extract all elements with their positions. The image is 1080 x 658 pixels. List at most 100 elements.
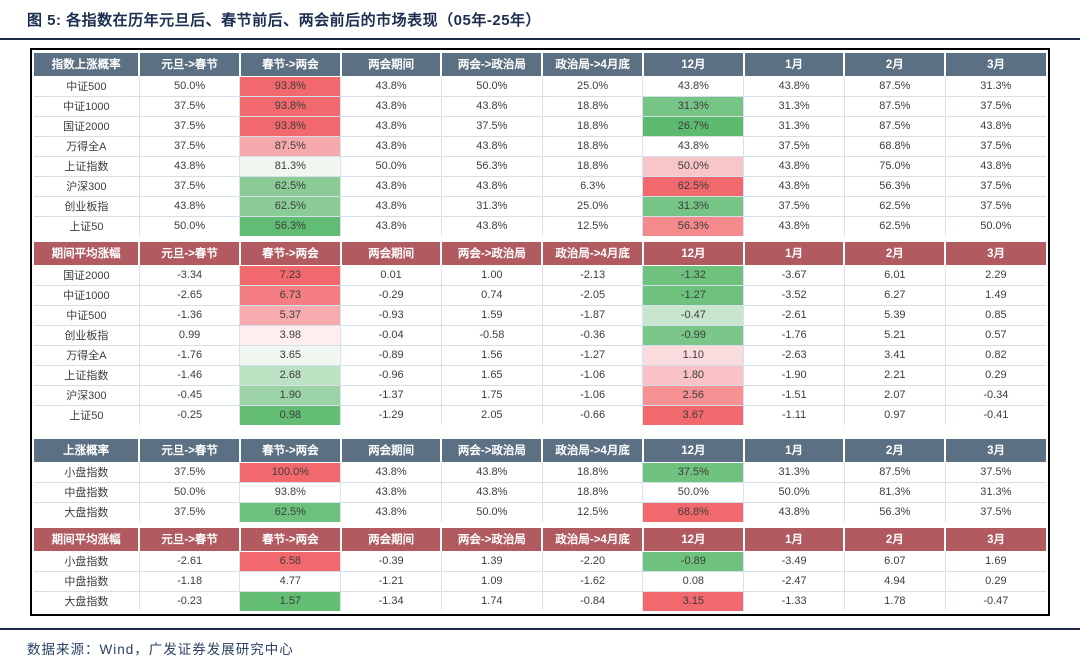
- cell: 87.5%: [843, 462, 946, 483]
- cell: 43.8%: [642, 76, 744, 97]
- cell: 37.5%: [138, 502, 240, 522]
- cell: 43.8%: [743, 156, 845, 177]
- cell: 56.3%: [440, 156, 543, 177]
- column-header: 元旦->春节: [138, 439, 240, 463]
- row-label: 小盘指数: [34, 551, 140, 572]
- cell: 5.37: [239, 305, 341, 326]
- cell: 1.90: [239, 385, 341, 406]
- cell: -0.23: [138, 591, 240, 611]
- cell: 43.8%: [340, 176, 442, 197]
- cell: -0.39: [340, 551, 442, 572]
- column-header: 两会->政治局: [440, 439, 543, 463]
- cell: 0.08: [642, 571, 744, 592]
- cell: 43.8%: [440, 136, 543, 157]
- column-header: 元旦->春节: [138, 53, 240, 77]
- cell: 37.5%: [944, 176, 1046, 197]
- cell: 37.5%: [138, 116, 240, 137]
- cell: 3.98: [239, 325, 341, 346]
- cell: -0.47: [642, 305, 744, 326]
- row-label: 中证1000: [34, 96, 140, 117]
- cell: -1.32: [642, 265, 744, 286]
- cell: 62.5%: [843, 216, 946, 236]
- tables-container: 指数上涨概率 元旦->春节 春节->两会 两会期间 两会->政治局 政治局->4月底 12月…: [30, 48, 1050, 616]
- column-header: 两会期间: [339, 528, 442, 552]
- cell: 43.8%: [440, 176, 543, 197]
- table-row: 创业板指 0.99 3.98 -0.04 -0.58 -0.36 -0.99 -1.76 5.2…: [34, 325, 1046, 346]
- column-header: 2月: [843, 528, 946, 552]
- cell: 3.41: [843, 345, 946, 366]
- cell: 37.5%: [743, 136, 845, 157]
- cell: 87.5%: [239, 136, 341, 157]
- cell: -1.27: [642, 285, 744, 306]
- cell: 50.0%: [138, 216, 240, 236]
- cell: 43.8%: [743, 176, 845, 197]
- cell: 37.5%: [944, 502, 1046, 522]
- table-row: 上证50 -0.25 0.98 -1.29 2.05 -0.66 3.67 -1.11 0.97…: [34, 405, 1046, 425]
- cell: 6.3%: [541, 176, 643, 197]
- table-row: 沪深300 -0.45 1.90 -1.37 1.75 -1.06 2.56 -1.51 2.0…: [34, 385, 1046, 406]
- cell: 43.8%: [944, 116, 1046, 137]
- column-header: 政治局->4月底: [541, 439, 643, 463]
- cell: 5.39: [843, 305, 946, 326]
- cell: 62.5%: [843, 196, 946, 217]
- column-header: 2月: [843, 242, 946, 266]
- cell: 50.0%: [138, 482, 240, 503]
- row-label: 创业板指: [34, 325, 140, 346]
- cell: 43.8%: [743, 76, 845, 97]
- cell: -3.34: [138, 265, 240, 286]
- cell: 12.5%: [541, 502, 643, 522]
- cell: 87.5%: [843, 116, 946, 137]
- cell: 50.0%: [944, 216, 1046, 236]
- cell: 7.23: [239, 265, 341, 286]
- cell: 2.05: [440, 405, 543, 425]
- cell: 87.5%: [843, 76, 946, 97]
- cell: -1.11: [743, 405, 845, 425]
- table-row: 上证指数 -1.46 2.68 -0.96 1.65 -1.06 1.80 -1.90 2.21…: [34, 365, 1046, 386]
- cell: 12.5%: [541, 216, 643, 236]
- table-row: 中盘指数 50.0% 93.8% 43.8% 43.8% 18.8% 50.0% 50.0% 8…: [34, 482, 1046, 503]
- cell: 1.49: [944, 285, 1046, 306]
- cell: 5.21: [843, 325, 946, 346]
- table-row: 国证2000 -3.34 7.23 0.01 1.00 -2.13 -1.32 -3.67 6.…: [34, 265, 1046, 286]
- cell: -0.34: [944, 385, 1046, 406]
- cell: 37.5%: [944, 96, 1046, 117]
- cell: 18.8%: [541, 156, 643, 177]
- cell: -1.36: [138, 305, 240, 326]
- cell: 43.8%: [340, 502, 442, 522]
- cell: -2.05: [541, 285, 643, 306]
- row-label: 中证1000: [34, 285, 140, 306]
- table-title-cell: 指数上涨概率: [34, 53, 140, 77]
- cell: -0.96: [340, 365, 442, 386]
- column-header: 两会期间: [339, 242, 442, 266]
- table-row: 万得全A -1.76 3.65 -0.89 1.56 -1.27 1.10 -2.63 3.41…: [34, 345, 1046, 366]
- row-label: 沪深300: [34, 385, 140, 406]
- table-title-cell: 期间平均涨幅: [34, 528, 140, 552]
- cell: -1.37: [340, 385, 442, 406]
- row-label: 国证2000: [34, 116, 140, 137]
- cell: 43.8%: [340, 462, 442, 483]
- cell: 1.39: [440, 551, 543, 572]
- cell: 43.8%: [340, 116, 442, 137]
- cell: 50.0%: [642, 156, 744, 177]
- cell: -1.29: [340, 405, 442, 425]
- row-label: 中盘指数: [34, 482, 140, 503]
- column-header: 两会期间: [339, 53, 442, 77]
- cell: -1.21: [340, 571, 442, 592]
- cell: 1.80: [642, 365, 744, 386]
- cell: 37.5%: [944, 462, 1046, 483]
- row-label: 中盘指数: [34, 571, 140, 592]
- column-header: 1月: [742, 528, 845, 552]
- cell: -0.29: [340, 285, 442, 306]
- cell: 1.10: [642, 345, 744, 366]
- cell: -2.65: [138, 285, 240, 306]
- cell: 37.5%: [138, 176, 240, 197]
- cell: 56.3%: [843, 502, 946, 522]
- cell: 18.8%: [541, 136, 643, 157]
- cell: -1.34: [340, 591, 442, 611]
- cell: 43.8%: [743, 216, 845, 236]
- bottom-divider: [0, 628, 1080, 630]
- cell: 6.01: [843, 265, 946, 286]
- cell: 2.07: [843, 385, 946, 406]
- cell: 0.01: [340, 265, 442, 286]
- cell: -0.66: [541, 405, 643, 425]
